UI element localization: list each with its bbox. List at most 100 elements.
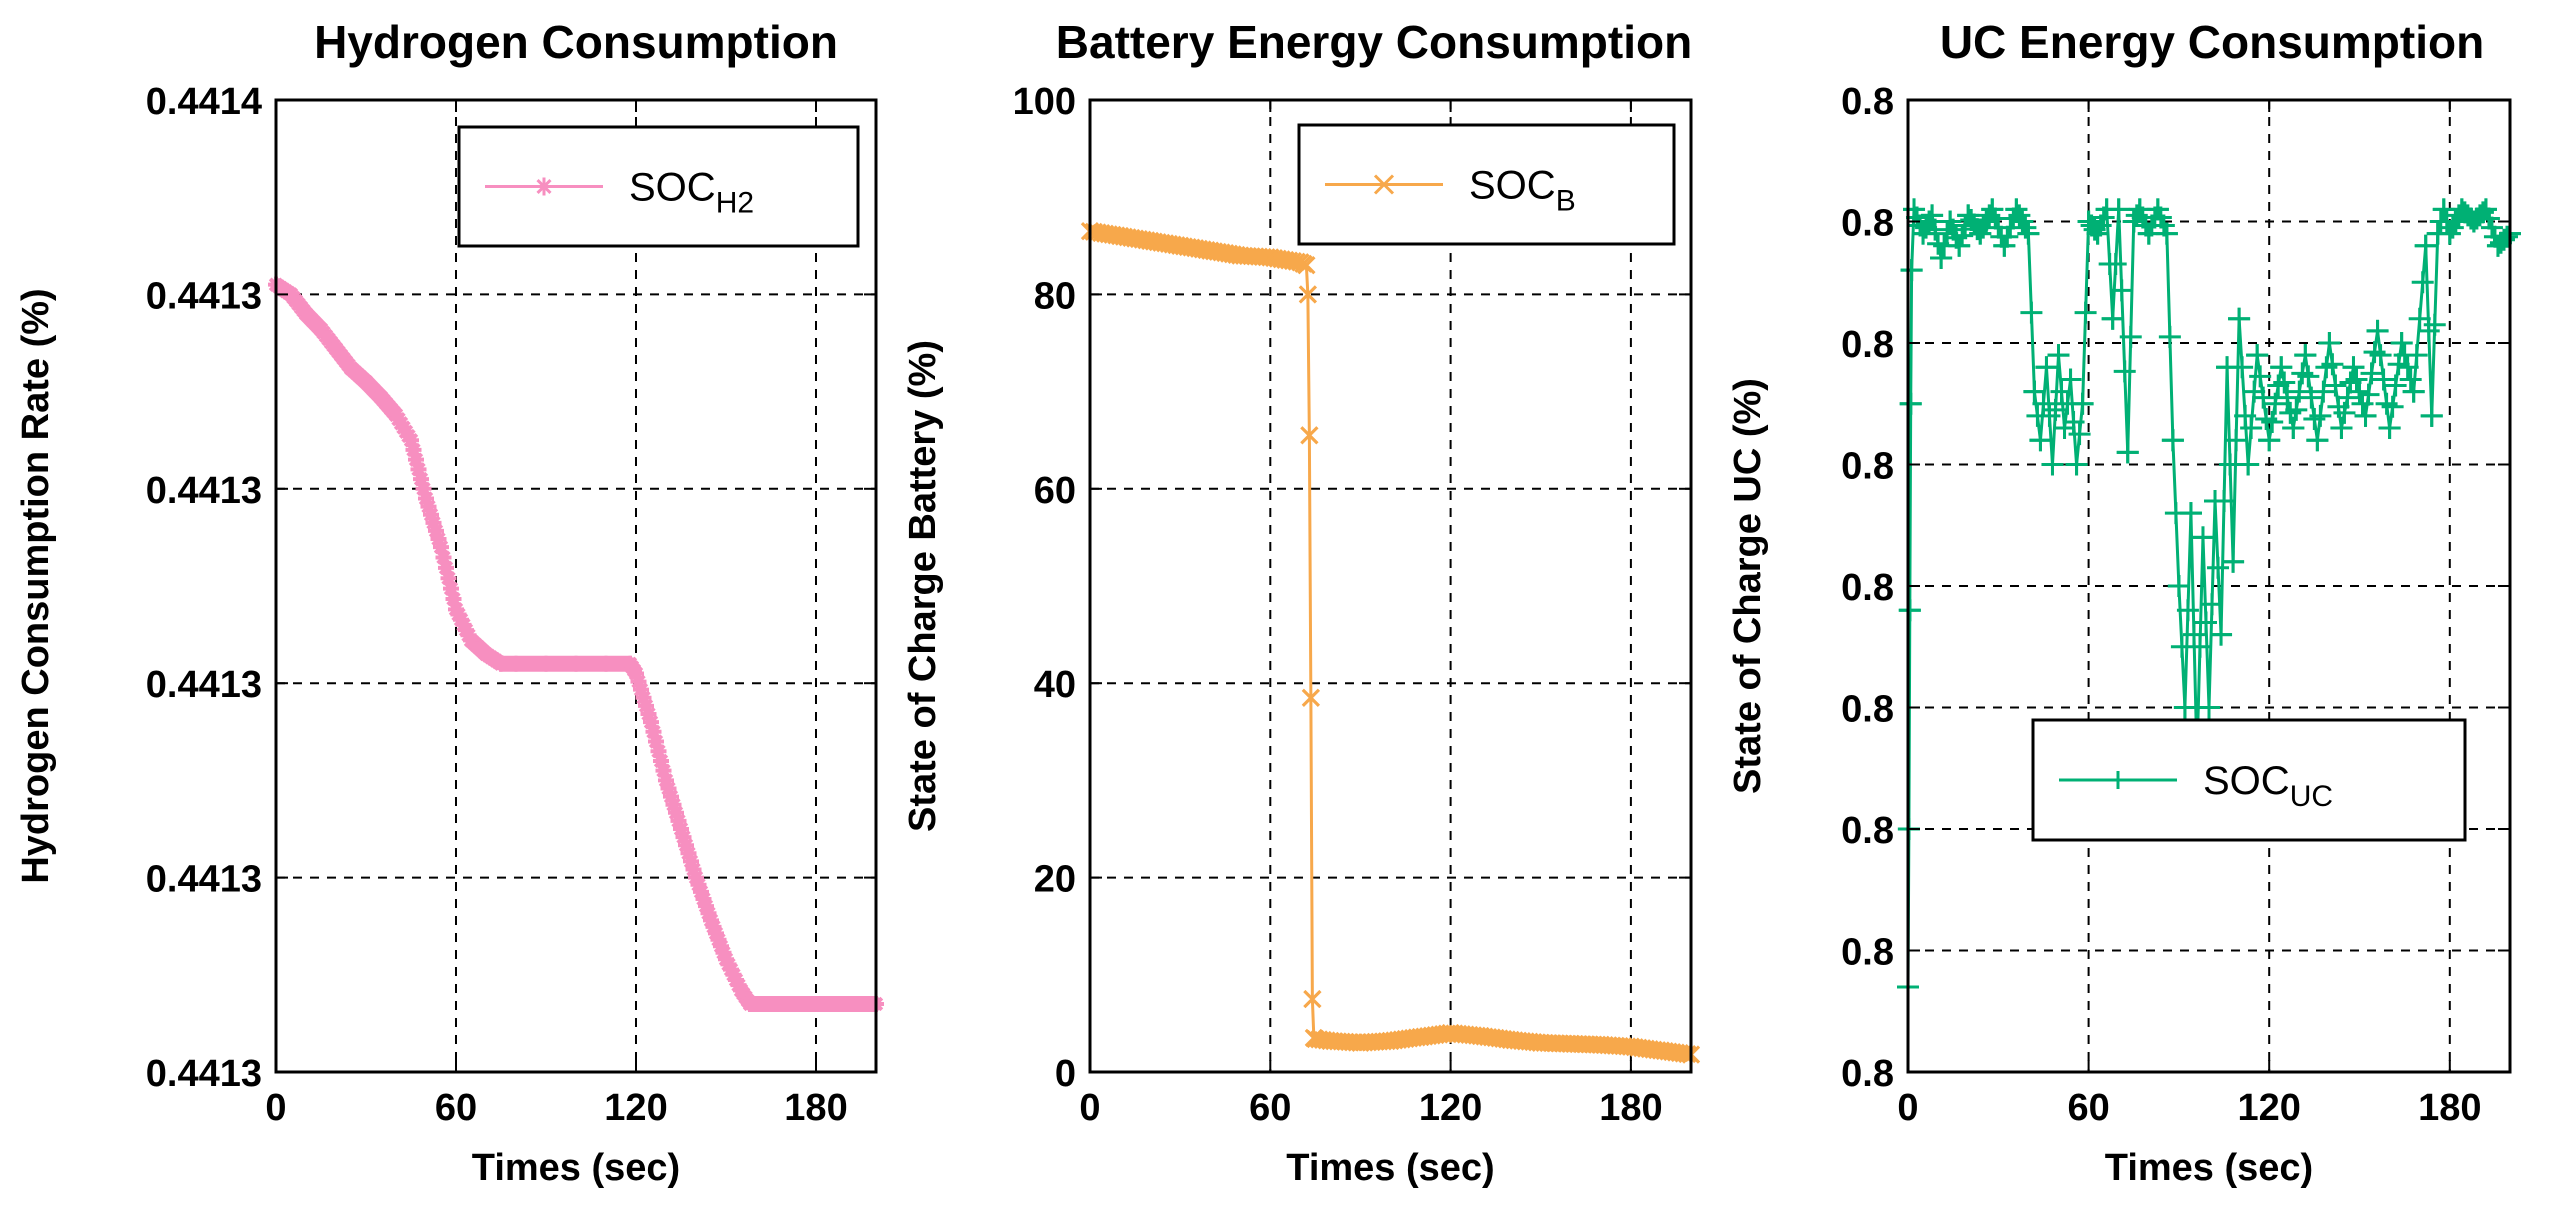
legend-label-main: SOC	[2203, 759, 2290, 803]
y-tick-label: 0.8	[1841, 81, 1894, 123]
data-point	[2282, 417, 2305, 440]
data-point	[313, 321, 329, 338]
data-point	[1930, 246, 1953, 269]
legend-marker	[2109, 771, 2127, 789]
data-point	[373, 389, 389, 406]
y-tick-label: 0.8	[1841, 324, 1894, 366]
data-point	[508, 655, 524, 672]
legend-label-subscript: UC	[2290, 780, 2333, 813]
data-point	[1306, 1029, 1325, 1049]
data-point	[2210, 623, 2233, 646]
data-point	[1298, 285, 1317, 304]
data-point	[2450, 198, 2473, 221]
y-tick-label: 0.8	[1841, 203, 1894, 245]
y-tick-label: 80	[1034, 275, 1076, 317]
data-point	[2228, 307, 2251, 330]
data-point	[2402, 380, 2425, 403]
data-point	[2065, 453, 2088, 476]
data-point	[2116, 441, 2139, 464]
data-point	[853, 995, 869, 1012]
legend-marker	[1373, 174, 1395, 195]
data-point	[2318, 332, 2341, 354]
x-tick-label: 0	[265, 1087, 286, 1129]
x-tick-label: 60	[1249, 1087, 1291, 1129]
legend-label: SOCUC	[2203, 759, 2333, 813]
data-point	[658, 772, 674, 789]
x-axis-label: Times (sec)	[1286, 1147, 1494, 1189]
y-tick-label: 100	[1013, 81, 1076, 123]
data-point	[1921, 204, 1944, 227]
x-tick-label: 120	[2237, 1087, 2300, 1129]
data-point	[2270, 356, 2293, 379]
data-point	[2366, 319, 2389, 342]
data-point	[2086, 222, 2109, 245]
plot-frame	[274, 98, 878, 1074]
legend: SOCH2	[457, 125, 860, 248]
data-point	[283, 286, 299, 303]
y-tick-label: 20	[1034, 859, 1076, 901]
data-point	[1297, 256, 1316, 275]
data-point	[1561, 1034, 1580, 1053]
data-point	[463, 632, 479, 649]
data-point	[1591, 1035, 1610, 1054]
data-point	[358, 373, 374, 390]
data-point	[1301, 688, 1320, 707]
data-point	[2101, 307, 2124, 330]
data-point	[478, 646, 494, 663]
data-point	[2041, 453, 2064, 476]
data-point	[2237, 453, 2260, 476]
x-tick-label: 180	[1599, 1087, 1662, 1129]
series-soc-uc	[1897, 198, 2521, 998]
y-tick-label: 0.4413	[146, 1053, 262, 1095]
y-tick-label: 0.8	[1841, 932, 1894, 974]
chart-1: Hydrogen Consumption 0 60 120 180 0.4413 0.441…	[15, 16, 884, 1189]
data-point	[1939, 210, 1962, 233]
data-point	[703, 912, 719, 929]
data-point	[622, 655, 638, 672]
x-tick-label: 60	[2067, 1087, 2109, 1129]
data-point	[343, 360, 359, 377]
data-point	[2047, 344, 2070, 367]
data-point	[2005, 198, 2028, 221]
data-point	[2198, 696, 2220, 719]
y-tick-label: 0.4413	[146, 664, 262, 706]
data-point	[1900, 259, 1923, 282]
legend-label: SOCB	[1469, 164, 1576, 218]
data-point	[2306, 429, 2329, 452]
data-point	[433, 539, 449, 556]
data-point	[2053, 417, 2076, 440]
data-point	[2059, 368, 2082, 391]
data-point	[2222, 550, 2245, 573]
data-point	[328, 340, 344, 357]
series-soc-h2	[268, 276, 884, 1012]
series-markers	[1080, 222, 1701, 1064]
y-tick-label: 40	[1034, 664, 1076, 706]
data-point	[1471, 1026, 1490, 1046]
legend-label-main: SOC	[629, 166, 716, 210]
data-point	[1969, 222, 1992, 245]
data-point	[2179, 502, 2202, 525]
data-point	[673, 821, 689, 837]
data-point	[1303, 990, 1322, 1009]
x-tick-label: 120	[1419, 1087, 1482, 1129]
data-point	[298, 305, 314, 322]
y-tick-label: 0.8	[1841, 446, 1894, 488]
data-point	[568, 655, 584, 672]
series-markers	[1897, 198, 2521, 998]
data-point	[643, 714, 659, 731]
data-point	[628, 665, 644, 682]
series-line	[1089, 229, 1692, 1056]
data-point	[493, 655, 509, 672]
data-point	[823, 995, 839, 1012]
data-point	[2155, 222, 2178, 245]
y-tick-label: 0.8	[1841, 689, 1894, 731]
x-tick-label: 120	[604, 1087, 667, 1129]
x-axis-label: Times (sec)	[472, 1147, 680, 1189]
data-point	[2420, 404, 2443, 427]
data-point	[2246, 344, 2269, 367]
x-tick-label: 180	[2418, 1087, 2481, 1129]
x-tick-label: 0	[1079, 1087, 1100, 1129]
legend: SOCUC	[2031, 718, 2467, 842]
data-point	[2146, 198, 2169, 221]
y-tick-label: 0.8	[1841, 1053, 1894, 1095]
